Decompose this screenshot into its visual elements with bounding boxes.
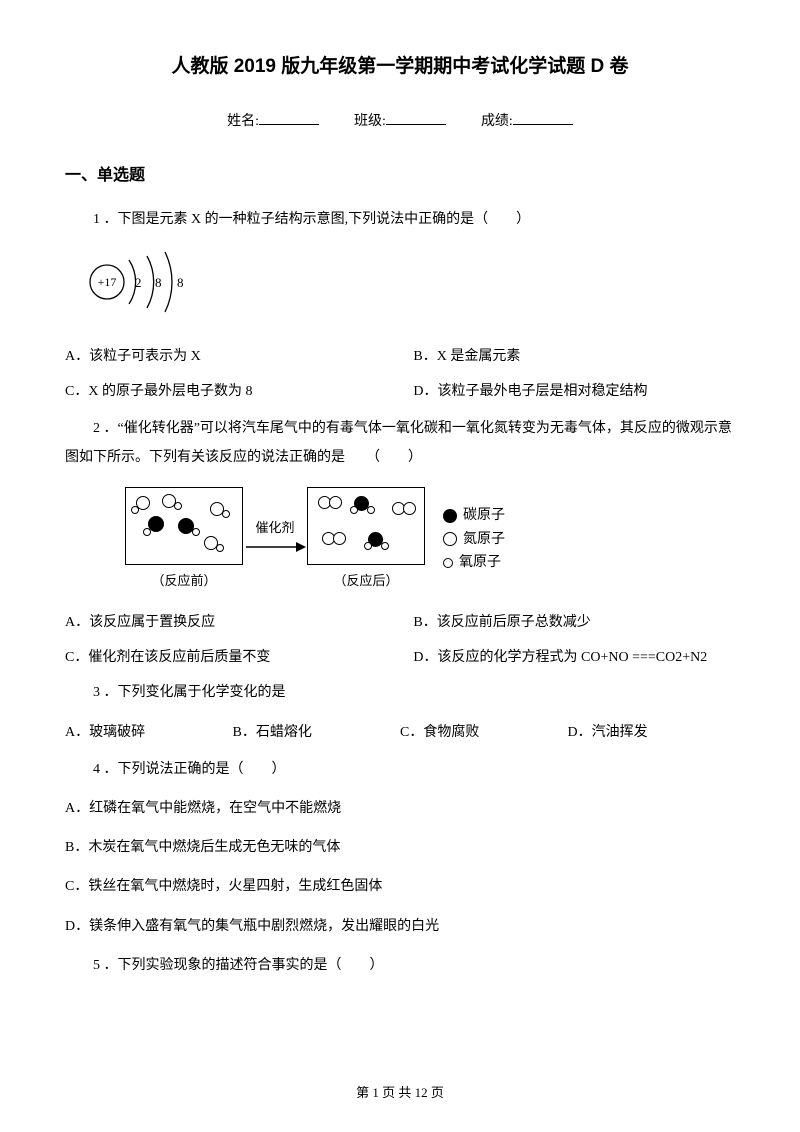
q1-optD: D．该粒子最外电子层是相对稳定结构 [413,379,735,404]
legend-oxygen: 氧原子 [459,551,501,575]
after-label: （反应后） [307,569,425,592]
q2-optB: B．该反应前后原子总数减少 [413,610,735,635]
footer-total: 12 [415,1085,428,1100]
q4-stem: 4 ．下列说法正确的是（ ） [65,757,735,782]
q3-options: A．玻璃破碎 B．石蜡熔化 C．食物腐败 D．汽油挥发 [65,720,735,745]
before-label: （反应前） [125,569,243,592]
footer-prefix: 第 [356,1085,372,1100]
reaction-after-box [307,487,425,565]
legend-nitrogen: 氮原子 [463,528,505,552]
q1-stem: 1 ．下图是元素 X 的一种粒子结构示意图,下列说法中正确的是（ ） [65,207,735,232]
legend-carbon: 碳原子 [463,504,505,528]
nucleus-text: +17 [98,275,117,289]
q1-atom-diagram: +17 2 8 8 [85,246,735,327]
name-label: 姓名: [227,114,259,129]
q3-optC: C．食物腐败 [400,720,568,745]
svg-text:8: 8 [155,275,162,290]
name-blank [259,111,319,125]
q5-stem: 5 ．下列实验现象的描述符合事实的是（ ） [65,953,735,978]
q2-reaction-diagram: （反应前） 催化剂 （反应后） 碳原子 氮原子 氧原子 [125,487,735,592]
nitrogen-icon [443,532,457,546]
arrow-icon [244,540,306,554]
q2-stem: 2 ．“催化转化器”可以将汽车尾气中的有毒气体一氧化碳和一氧化氮转变为无毒气体，… [65,414,735,473]
q3-optB: B．石蜡熔化 [233,720,401,745]
q4-optC: C．铁丝在氧气中燃烧时，火星四射，生成红色固体 [65,874,735,899]
class-blank [386,111,446,125]
reaction-before-box [125,487,243,565]
q1-options-ab: A．该粒子可表示为 X B．X 是金属元素 [65,344,735,369]
q2-optC: C．催化剂在该反应前后质量不变 [65,645,413,670]
svg-text:8: 8 [177,275,184,290]
q2-optA: A．该反应属于置换反应 [65,610,413,635]
student-info-line: 姓名: 班级: 成绩: [65,109,735,134]
arrow-label: 催化剂 [243,516,307,539]
svg-text:2: 2 [135,275,142,290]
q1-optA: A．该粒子可表示为 X [65,344,413,369]
footer-mid: 页 共 [379,1085,415,1100]
q3-optA: A．玻璃破碎 [65,720,233,745]
footer-suffix: 页 [428,1085,444,1100]
carbon-icon [443,509,457,523]
section-1-header: 一、单选题 [65,162,735,191]
q1-optB: B．X 是金属元素 [413,344,735,369]
q4-optB: B．木炭在氧气中燃烧后生成无色无味的气体 [65,835,735,860]
class-label: 班级: [354,114,386,129]
q4-optA: A．红磷在氧气中能燃烧，在空气中不能燃烧 [65,796,735,821]
q1-options-cd: C．X 的原子最外层电子数为 8 D．该粒子最外电子层是相对稳定结构 [65,379,735,404]
q1-optC: C．X 的原子最外层电子数为 8 [65,379,413,404]
q4-optD: D．镁条伸入盛有氧气的集气瓶中剧烈燃烧，发出耀眼的白光 [65,914,735,939]
q2-options-ab: A．该反应属于置换反应 B．该反应前后原子总数减少 [65,610,735,635]
q3-stem: 3 ．下列变化属于化学变化的是 [65,680,735,705]
q2-options-cd: C．催化剂在该反应前后质量不变 D．该反应的化学方程式为 CO+NO ===CO… [65,645,735,670]
score-label: 成绩: [481,114,513,129]
legend: 碳原子 氮原子 氧原子 [443,504,505,575]
page-footer: 第 1 页 共 12 页 [0,1081,800,1104]
oxygen-icon [443,558,453,568]
page-title: 人教版 2019 版九年级第一学期期中考试化学试题 D 卷 [65,50,735,84]
q2-optD: D．该反应的化学方程式为 CO+NO ===CO2+N2 [413,645,735,670]
q3-optD: D．汽油挥发 [568,720,736,745]
score-blank [513,111,573,125]
